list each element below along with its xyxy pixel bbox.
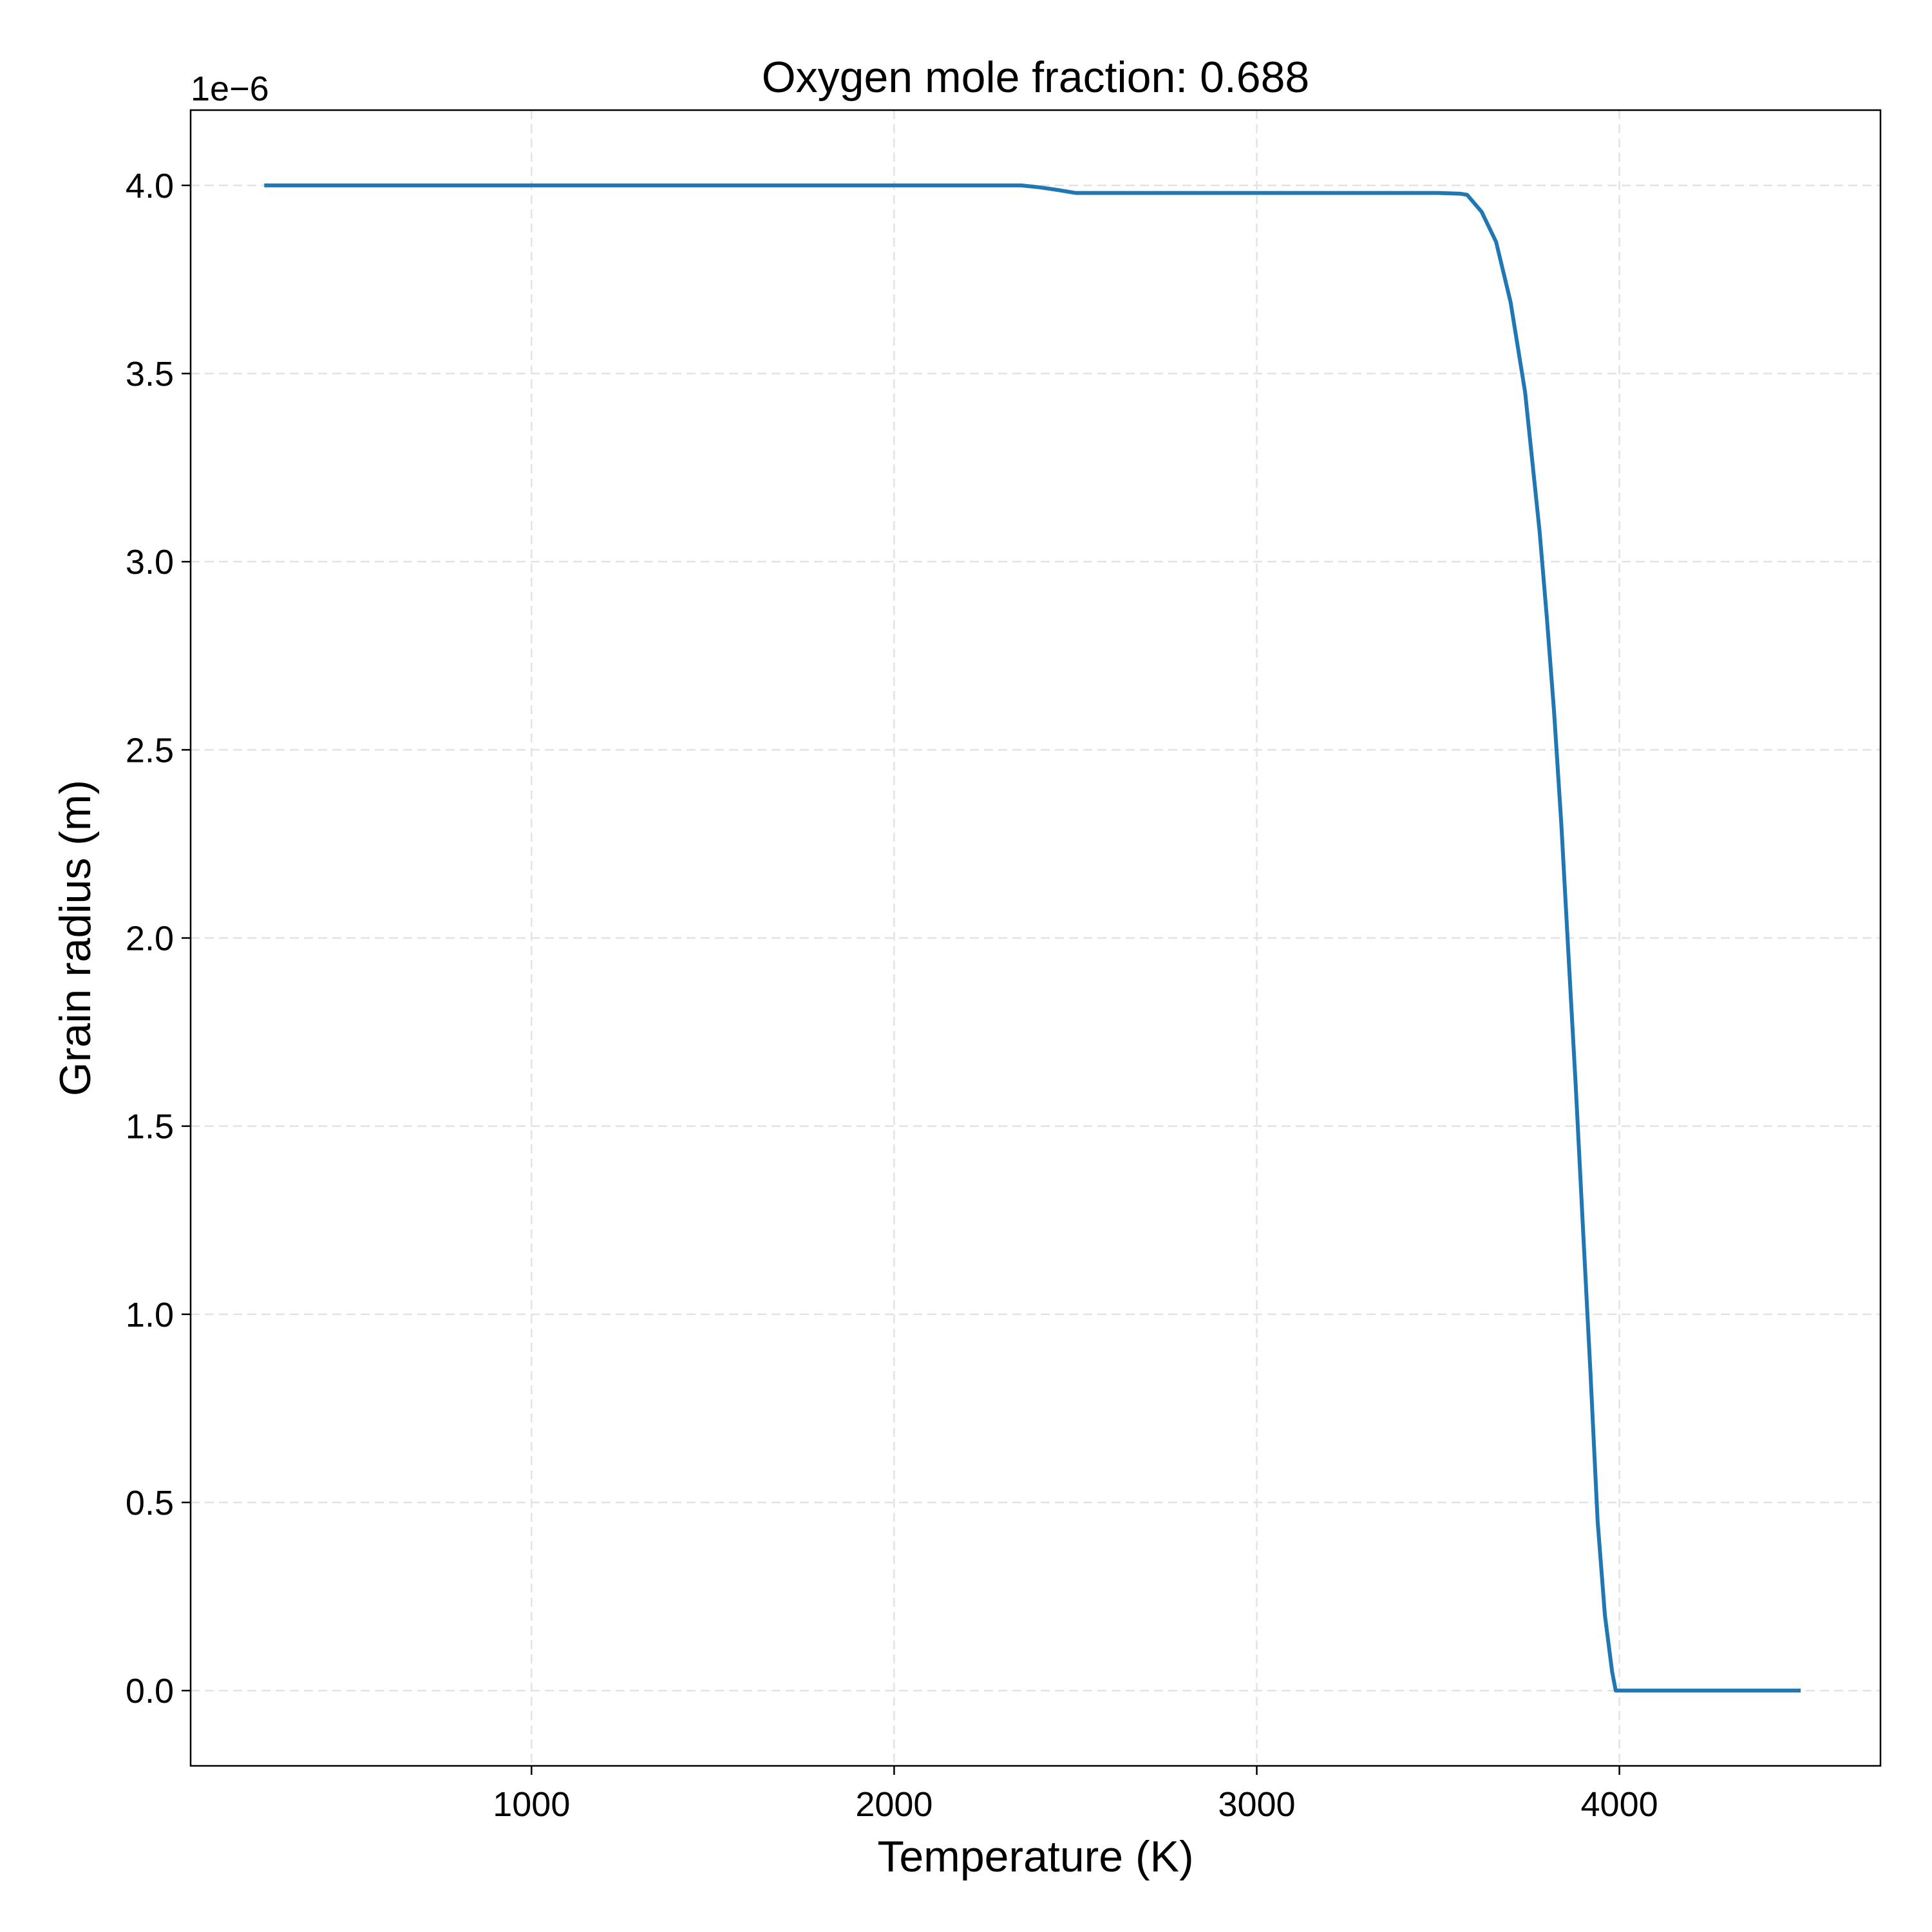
x-tick-label: 3000 — [1218, 1785, 1295, 1824]
y-axis-label: Grain radius (m) — [51, 780, 100, 1096]
x-tick-label: 1000 — [493, 1785, 570, 1824]
y-tick-label: 4.0 — [126, 167, 174, 205]
chart-title: Oxygen mole fraction: 0.688 — [762, 53, 1309, 102]
x-tick-label: 4000 — [1581, 1785, 1658, 1824]
grid-layer — [191, 110, 1880, 1766]
x-tick-label: 2000 — [855, 1785, 933, 1824]
y-tick-label: 0.5 — [126, 1484, 174, 1522]
y-tick-label: 1.0 — [126, 1296, 174, 1334]
y-tick-label: 2.0 — [126, 920, 174, 958]
x-axis-label: Temperature (K) — [877, 1832, 1193, 1881]
y-tick-label: 1.5 — [126, 1108, 174, 1146]
series-layer — [264, 183, 1801, 1693]
y-tick-label: 2.5 — [126, 731, 174, 770]
tick-layer: 1000 2000 3000 4000 0.0 0.5 1.0 1.5 2.0 2.5 3.0 3.5… — [126, 167, 1658, 1824]
series-line — [264, 183, 1801, 1693]
y-tick-label: 3.0 — [126, 543, 174, 582]
y-tick-label: 0.0 — [126, 1672, 174, 1710]
y-axis-offset-label: 1e−6 — [191, 70, 269, 108]
y-tick-label: 3.5 — [126, 355, 174, 393]
